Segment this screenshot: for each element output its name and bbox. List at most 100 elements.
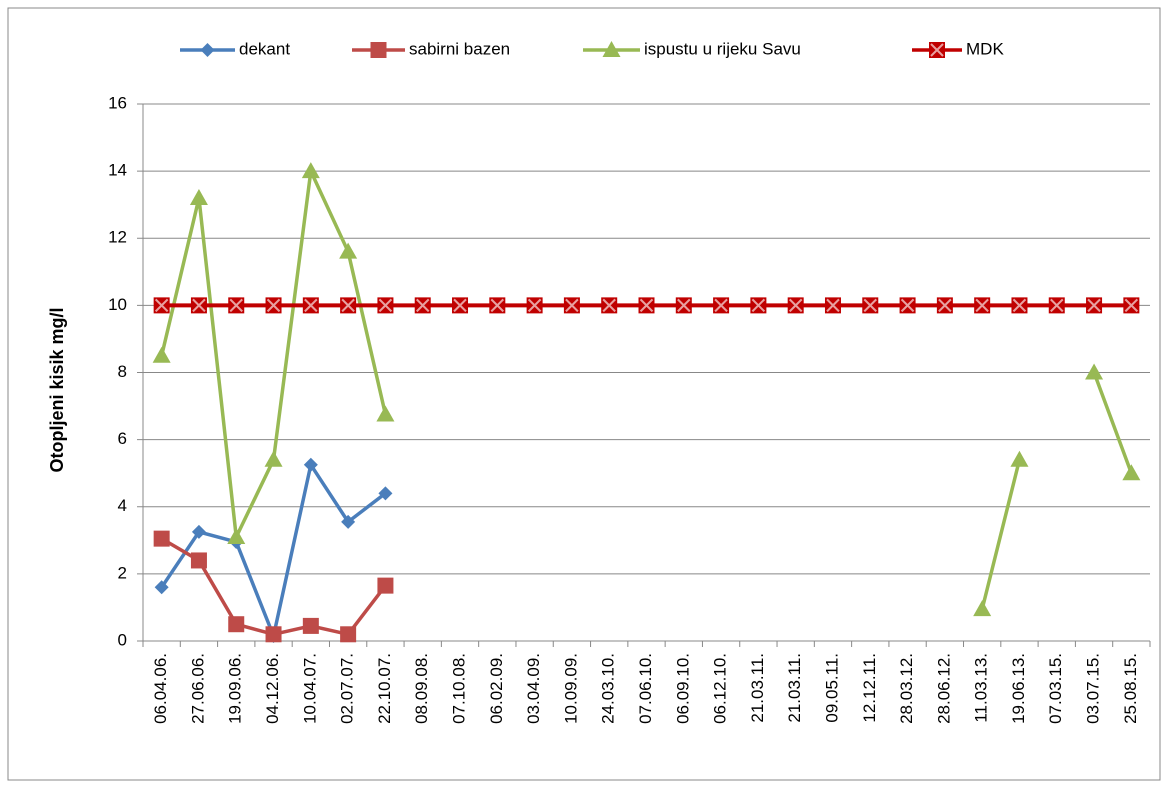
- marker: [1011, 297, 1028, 314]
- marker: [526, 297, 543, 314]
- marker: [339, 242, 358, 259]
- x-tick-label: 07.03.15.: [1046, 653, 1065, 724]
- y-tick-label: 16: [108, 93, 127, 112]
- x-tick-label: 27.06.06.: [188, 653, 207, 724]
- marker-cross: [378, 298, 393, 313]
- marker: [191, 524, 206, 539]
- marker: [1086, 297, 1103, 314]
- marker: [265, 626, 282, 643]
- x-tick-label: 03.04.09.: [524, 653, 543, 724]
- legend-label: MDK: [966, 39, 1004, 58]
- x-tick-label: 02.07.07.: [338, 653, 357, 724]
- x-tick-label: 28.03.12.: [897, 653, 916, 724]
- marker-cross: [714, 298, 728, 313]
- marker-cross: [1087, 298, 1101, 313]
- x-tick-label: 21.03.11.: [748, 653, 767, 723]
- legend-label: sabirni bazen: [409, 39, 510, 58]
- marker: [414, 297, 431, 314]
- y-tick-label: 8: [118, 362, 127, 381]
- marker-cross: [266, 298, 281, 313]
- marker: [340, 626, 357, 643]
- legend-item: sabirni bazen: [352, 39, 510, 58]
- marker-cross: [490, 298, 505, 313]
- marker-cross: [677, 298, 691, 313]
- marker: [341, 514, 356, 529]
- chart-border: [7, 7, 1161, 781]
- marker: [200, 43, 215, 57]
- marker: [824, 297, 841, 314]
- x-tick-label: 08.09.08.: [412, 653, 431, 724]
- x-tick-label: 19.06.13.: [1009, 653, 1028, 724]
- marker-cross: [1012, 298, 1027, 313]
- marker: [153, 297, 170, 314]
- marker-cross: [565, 298, 579, 313]
- marker: [228, 297, 245, 314]
- marker: [1010, 450, 1029, 467]
- marker-cross: [229, 298, 243, 313]
- x-tick-label: 06.09.10.: [673, 653, 692, 724]
- marker: [675, 297, 692, 314]
- marker-cross: [900, 298, 915, 313]
- y-tick-label: 4: [118, 496, 127, 515]
- y-tick-label: 2: [118, 563, 127, 582]
- legend-item: MDK: [912, 39, 1004, 58]
- marker-cross: [341, 298, 355, 313]
- marker: [787, 297, 804, 314]
- x-tick-label: 21.03.11.: [785, 653, 804, 723]
- marker: [974, 297, 991, 314]
- marker: [1123, 297, 1140, 314]
- marker: [377, 577, 394, 594]
- y-tick-label: 12: [108, 228, 127, 247]
- marker: [638, 297, 655, 314]
- marker: [899, 297, 916, 314]
- marker: [153, 530, 170, 547]
- marker: [489, 297, 506, 314]
- x-tick-label: 24.03.10.: [599, 653, 618, 724]
- marker: [601, 297, 618, 314]
- x-tick-label: 19.09.06.: [226, 653, 245, 724]
- marker: [340, 297, 357, 314]
- marker: [228, 616, 245, 633]
- marker: [750, 297, 767, 314]
- y-tick-label: 14: [108, 161, 127, 180]
- marker-cross: [1124, 298, 1139, 313]
- marker: [265, 297, 282, 314]
- legend-item: dekant: [180, 39, 290, 58]
- marker: [378, 486, 393, 501]
- x-tick-label: 06.12.10.: [711, 653, 730, 724]
- marker-cross: [154, 298, 169, 313]
- marker-cross: [751, 298, 766, 313]
- marker-cross: [975, 298, 989, 313]
- y-tick-label: 6: [118, 429, 127, 448]
- marker: [152, 346, 171, 363]
- x-tick-label: 03.07.15.: [1084, 653, 1103, 724]
- marker: [936, 297, 953, 314]
- marker: [1085, 363, 1104, 380]
- marker: [190, 552, 207, 569]
- marker: [189, 188, 208, 205]
- marker: [302, 297, 319, 314]
- marker-cross: [826, 298, 840, 313]
- marker: [973, 600, 992, 617]
- marker: [190, 297, 207, 314]
- marker: [370, 42, 387, 58]
- marker: [452, 297, 469, 314]
- y-tick-label: 0: [118, 630, 127, 649]
- x-tick-label: 22.10.07.: [375, 653, 394, 724]
- x-tick-label: 10.09.09.: [561, 653, 580, 724]
- x-tick-label: 07.10.08.: [450, 653, 469, 724]
- marker-cross: [527, 298, 542, 313]
- x-tick-label: 07.06.10.: [636, 653, 655, 724]
- marker-cross: [416, 298, 430, 313]
- marker: [602, 41, 621, 57]
- marker-cross: [938, 298, 952, 313]
- x-tick-label: 09.05.11.: [822, 653, 841, 723]
- legend-label: dekant: [239, 39, 290, 58]
- x-tick-label: 06.04.06.: [151, 653, 170, 724]
- marker: [862, 297, 879, 314]
- marker: [563, 297, 580, 314]
- marker-cross: [863, 298, 877, 313]
- marker: [929, 42, 945, 58]
- marker-cross: [788, 298, 803, 313]
